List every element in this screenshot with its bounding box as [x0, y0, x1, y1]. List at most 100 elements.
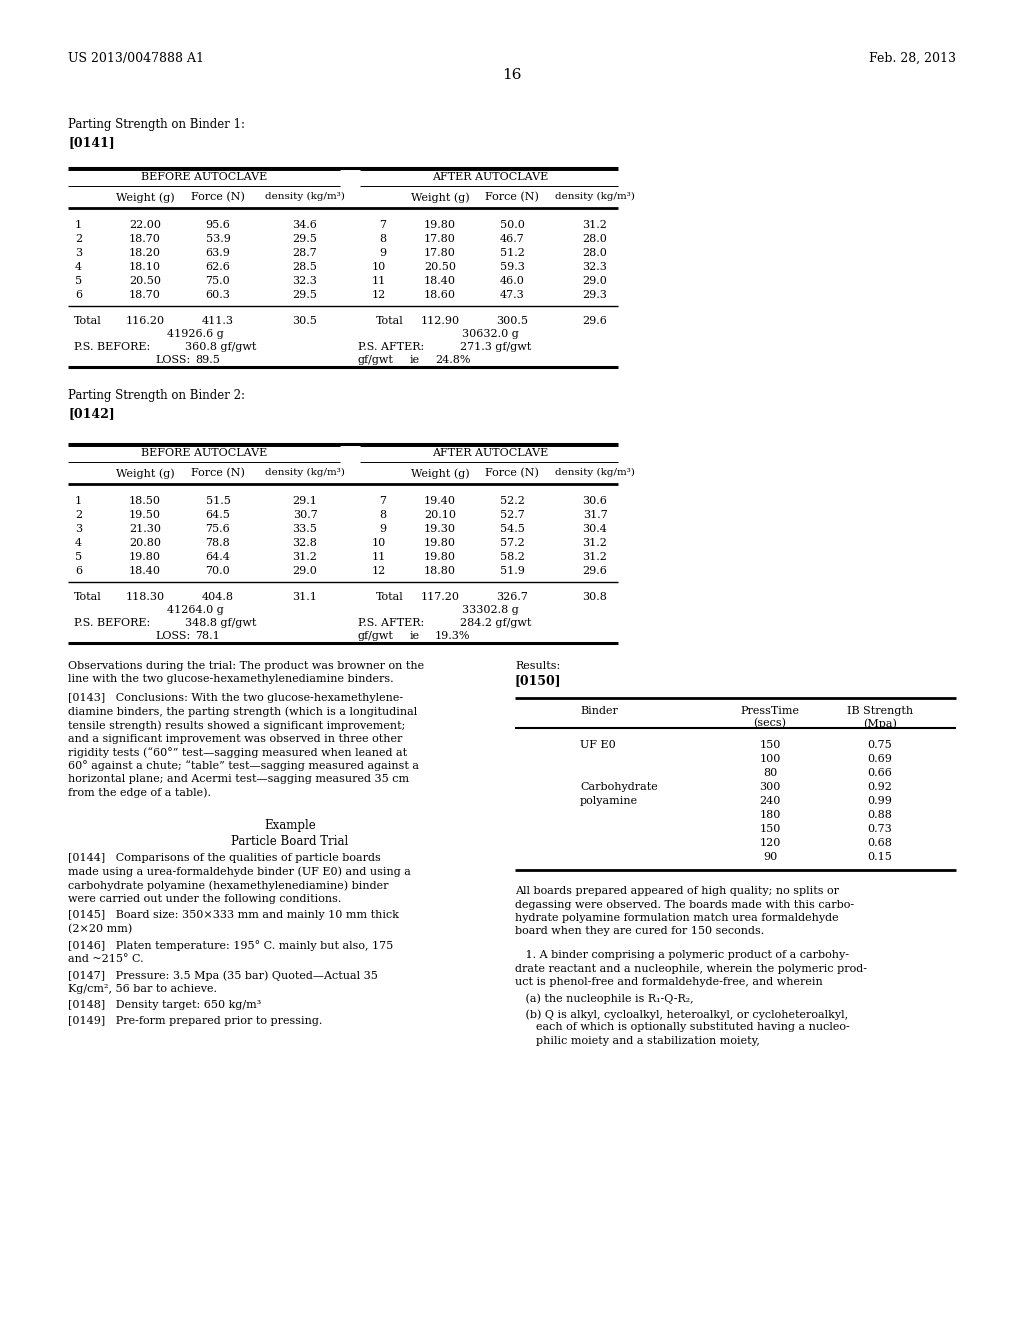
Text: tensile strength) results showed a significant improvement;: tensile strength) results showed a signi…: [68, 719, 406, 730]
Text: 0.99: 0.99: [867, 796, 893, 807]
Text: 32.3: 32.3: [583, 261, 607, 272]
Text: uct is phenol-free and formaldehyde-free, and wherein: uct is phenol-free and formaldehyde-free…: [515, 977, 822, 987]
Text: 57.2: 57.2: [500, 539, 524, 548]
Text: 11: 11: [372, 552, 386, 562]
Text: Weight (g): Weight (g): [116, 191, 174, 202]
Text: 29.0: 29.0: [293, 566, 317, 576]
Text: 90: 90: [763, 851, 777, 862]
Text: 70.0: 70.0: [206, 566, 230, 576]
Text: 18.60: 18.60: [424, 290, 456, 300]
Text: 1. A binder comprising a polymeric product of a carbohy-: 1. A binder comprising a polymeric produ…: [515, 950, 849, 960]
Text: Results:: Results:: [515, 661, 560, 671]
Text: Feb. 28, 2013: Feb. 28, 2013: [869, 51, 956, 65]
Text: [0150]: [0150]: [515, 675, 561, 688]
Text: 348.8 gf/gwt: 348.8 gf/gwt: [185, 618, 256, 628]
Text: 75.6: 75.6: [206, 524, 230, 535]
Text: IB Strength: IB Strength: [847, 706, 913, 715]
Text: horizontal plane; and Acermi test—sagging measured 35 cm: horizontal plane; and Acermi test—saggin…: [68, 774, 410, 784]
Text: 54.5: 54.5: [500, 524, 524, 535]
Text: Total: Total: [376, 591, 403, 602]
Text: 51.9: 51.9: [500, 566, 524, 576]
Text: 89.5: 89.5: [195, 355, 220, 366]
Text: Force (N): Force (N): [191, 191, 245, 202]
Text: 118.30: 118.30: [125, 591, 165, 602]
Text: 29.1: 29.1: [293, 496, 317, 506]
Text: 30.5: 30.5: [293, 315, 317, 326]
Text: 62.6: 62.6: [206, 261, 230, 272]
Text: UF E0: UF E0: [580, 741, 615, 750]
Text: 80: 80: [763, 768, 777, 777]
Text: 28.7: 28.7: [293, 248, 317, 257]
Text: 58.2: 58.2: [500, 552, 524, 562]
Text: 326.7: 326.7: [496, 591, 528, 602]
Text: diamine binders, the parting strength (which is a longitudinal: diamine binders, the parting strength (w…: [68, 706, 417, 717]
Text: ie: ie: [410, 631, 420, 642]
Text: 4: 4: [75, 261, 82, 272]
Text: Force (N): Force (N): [191, 469, 245, 478]
Text: 404.8: 404.8: [202, 591, 234, 602]
Text: 17.80: 17.80: [424, 248, 456, 257]
Text: 24.8%: 24.8%: [435, 355, 470, 366]
Text: BEFORE AUTOCLAVE: BEFORE AUTOCLAVE: [141, 447, 267, 458]
Text: gf/gwt: gf/gwt: [358, 631, 394, 642]
Text: rigidity tests (“60°” test—sagging measured when leaned at: rigidity tests (“60°” test—sagging measu…: [68, 747, 408, 758]
Text: 271.3 gf/gwt: 271.3 gf/gwt: [460, 342, 531, 352]
Text: 9: 9: [379, 248, 386, 257]
Text: 28.0: 28.0: [583, 248, 607, 257]
Text: Example: Example: [264, 818, 315, 832]
Text: Particle Board Trial: Particle Board Trial: [231, 836, 348, 847]
Text: 19.3%: 19.3%: [435, 631, 470, 642]
Text: 21.30: 21.30: [129, 524, 161, 535]
Text: 51.2: 51.2: [500, 248, 524, 257]
Text: 180: 180: [760, 810, 780, 820]
Text: drate reactant and a nucleophile, wherein the polymeric prod-: drate reactant and a nucleophile, wherei…: [515, 964, 867, 974]
Text: 33.5: 33.5: [293, 524, 317, 535]
Text: 411.3: 411.3: [202, 315, 234, 326]
Text: polyamine: polyamine: [580, 796, 638, 807]
Text: 284.2 gf/gwt: 284.2 gf/gwt: [460, 618, 531, 628]
Text: 33302.8 g: 33302.8 g: [462, 605, 518, 615]
Text: [0147]   Pressure: 3.5 Mpa (35 bar) Quoted—Actual 35: [0147] Pressure: 3.5 Mpa (35 bar) Quoted…: [68, 970, 378, 981]
Text: 19.80: 19.80: [424, 552, 456, 562]
Text: 64.4: 64.4: [206, 552, 230, 562]
Text: 20.50: 20.50: [424, 261, 456, 272]
Text: 1: 1: [75, 496, 82, 506]
Text: 6: 6: [75, 566, 82, 576]
Text: 50.0: 50.0: [500, 220, 524, 230]
Text: 31.2: 31.2: [293, 552, 317, 562]
Text: 18.40: 18.40: [424, 276, 456, 286]
Text: 53.9: 53.9: [206, 234, 230, 244]
Text: 29.6: 29.6: [583, 566, 607, 576]
Text: 112.90: 112.90: [421, 315, 460, 326]
Text: 29.3: 29.3: [583, 290, 607, 300]
Text: 5: 5: [75, 276, 82, 286]
Text: 5: 5: [75, 552, 82, 562]
Text: 2: 2: [75, 234, 82, 244]
Text: 10: 10: [372, 539, 386, 548]
Text: 8: 8: [379, 234, 386, 244]
Text: 117.20: 117.20: [421, 591, 460, 602]
Text: 31.2: 31.2: [583, 539, 607, 548]
Text: All boards prepared appeared of high quality; no splits or: All boards prepared appeared of high qua…: [515, 886, 839, 896]
Text: density (kg/m³): density (kg/m³): [265, 191, 345, 201]
Text: 150: 150: [760, 824, 780, 834]
Text: 116.20: 116.20: [125, 315, 165, 326]
Text: 0.73: 0.73: [867, 824, 892, 834]
Text: 19.50: 19.50: [129, 510, 161, 520]
Text: 41264.0 g: 41264.0 g: [167, 605, 223, 615]
Text: 59.3: 59.3: [500, 261, 524, 272]
Text: Total: Total: [376, 315, 403, 326]
Text: 0.75: 0.75: [867, 741, 892, 750]
Text: 150: 150: [760, 741, 780, 750]
Text: P.S. BEFORE:: P.S. BEFORE:: [74, 342, 151, 352]
Text: hydrate polyamine formulation match urea formaldehyde: hydrate polyamine formulation match urea…: [515, 913, 839, 923]
Text: (secs): (secs): [754, 718, 786, 729]
Text: 8: 8: [379, 510, 386, 520]
Text: [0141]: [0141]: [68, 136, 115, 149]
Text: 240: 240: [760, 796, 780, 807]
Text: PressTime: PressTime: [740, 706, 800, 715]
Text: (a) the nucleophile is R₁-Q-R₂,: (a) the nucleophile is R₁-Q-R₂,: [515, 994, 693, 1005]
Text: 63.9: 63.9: [206, 248, 230, 257]
Text: board when they are cured for 150 seconds.: board when they are cured for 150 second…: [515, 927, 764, 936]
Text: Observations during the trial: The product was browner on the: Observations during the trial: The produ…: [68, 661, 424, 671]
